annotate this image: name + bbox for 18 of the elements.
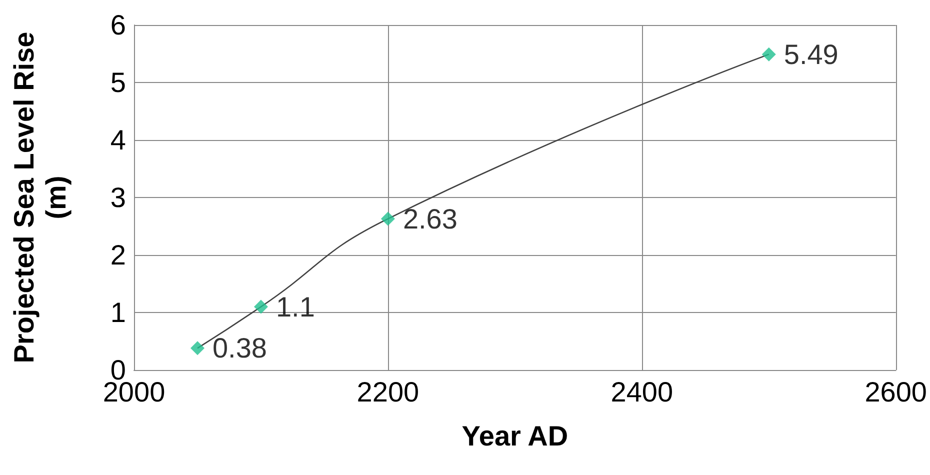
x-tick-label: 2400 [610, 376, 674, 408]
x-tick-label: 2200 [356, 376, 420, 408]
y-tick-label: 1 [110, 297, 126, 328]
y-tick-label: 3 [110, 182, 126, 213]
y-tick-label: 6 [110, 10, 126, 40]
x-axis-title: Year AD [462, 420, 568, 452]
point [762, 47, 776, 62]
point [380, 212, 395, 226]
data-label: 5.49 [784, 38, 838, 70]
point [254, 300, 268, 314]
y-axis-title: Projected Sea Level Rise (m) [8, 32, 72, 364]
y-tick-label: 5 [110, 67, 126, 98]
data-label: 0.38 [212, 332, 267, 364]
y-tick-label: 4 [110, 124, 126, 156]
point [190, 341, 204, 356]
data-label: 2.63 [402, 203, 458, 234]
y-tick-label: 2 [110, 240, 126, 270]
x-tick-label: 2600 [864, 376, 928, 408]
